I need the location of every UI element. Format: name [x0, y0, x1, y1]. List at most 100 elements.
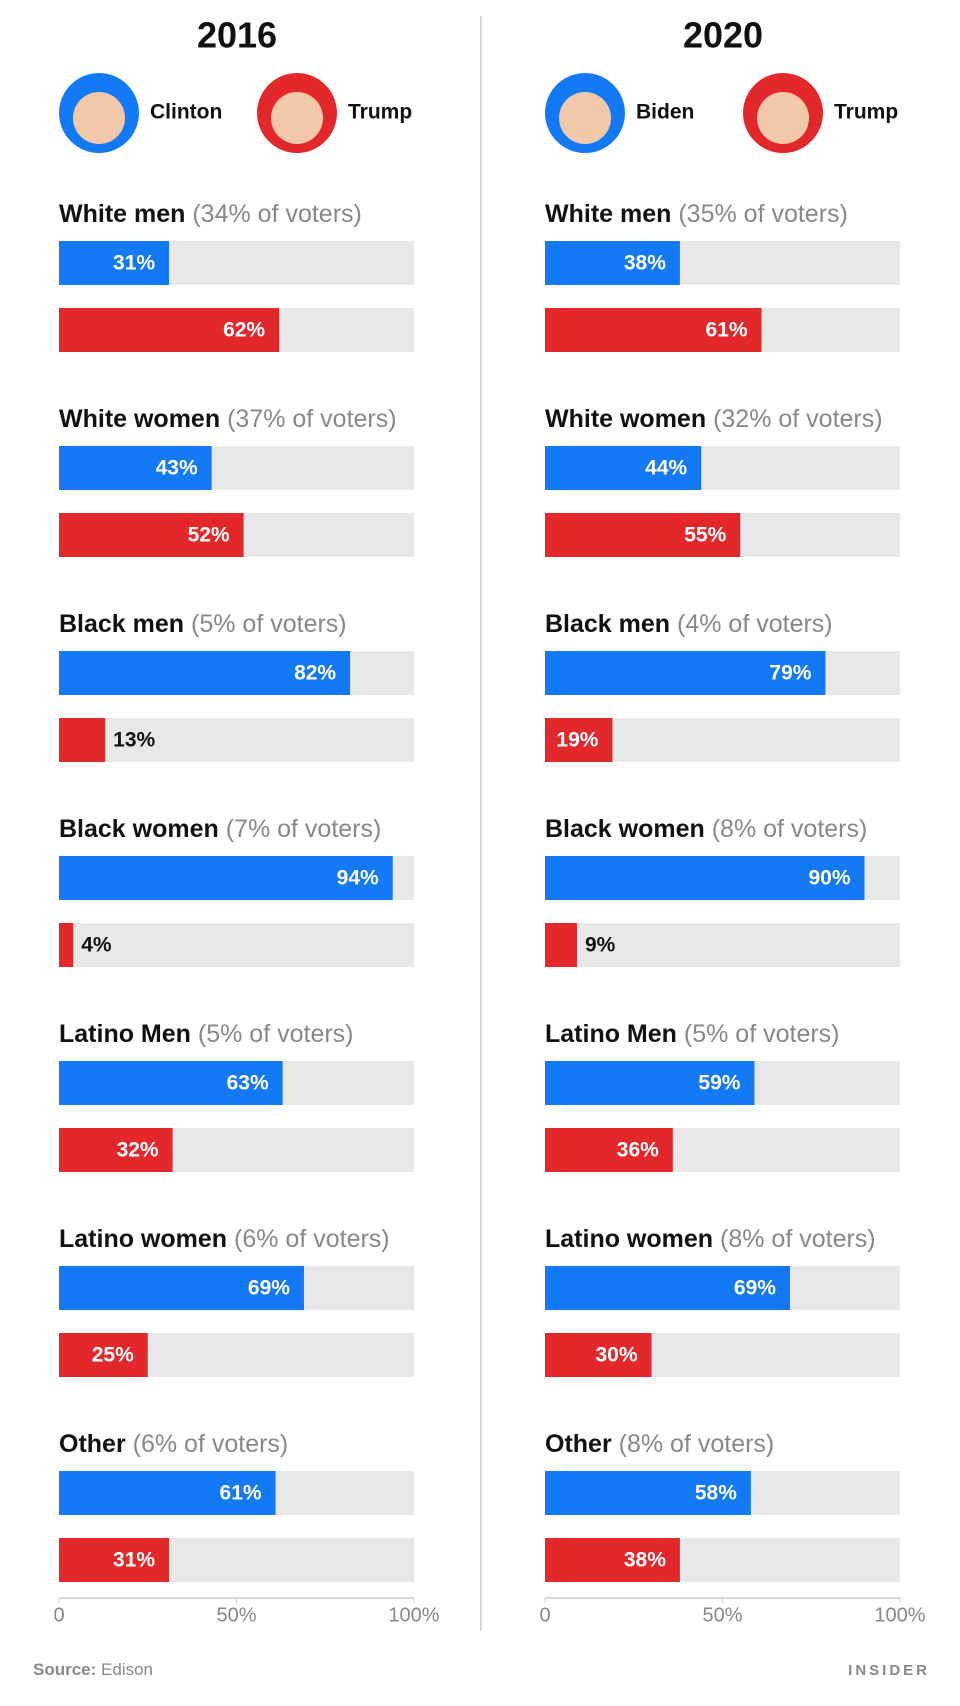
voter-share: (6% of voters)	[234, 1225, 390, 1253]
bar	[59, 651, 351, 695]
bar	[545, 1333, 652, 1377]
x-tick-label: 100%	[388, 1604, 439, 1626]
value-label: 94%	[337, 867, 379, 890]
brand: INSIDER	[848, 1662, 930, 1679]
chart-title: 2016	[197, 15, 277, 56]
bar	[59, 513, 244, 557]
category-name: Black women	[545, 815, 705, 843]
value-label: 69%	[734, 1277, 776, 1300]
voter-share: (8% of voters)	[712, 815, 868, 843]
group-label: Other (6% of voters)	[59, 1430, 288, 1458]
value-label: 32%	[117, 1139, 159, 1162]
category-name: Other	[545, 1430, 612, 1458]
value-label: 61%	[706, 319, 748, 342]
bar	[59, 1061, 283, 1105]
group-label: White women (37% of voters)	[59, 405, 397, 433]
bar	[545, 718, 613, 762]
value-label: 30%	[595, 1344, 637, 1367]
voter-share: (5% of voters)	[684, 1020, 840, 1048]
voter-share: (37% of voters)	[227, 405, 397, 433]
x-tick-label: 0	[539, 1604, 550, 1626]
category-name: Latino women	[545, 1225, 713, 1253]
legend-label: Clinton	[150, 101, 222, 124]
chart-title: 2020	[683, 15, 763, 56]
category-name: Black men	[59, 610, 184, 638]
value-label: 79%	[769, 662, 811, 685]
group-label: Latino Men (5% of voters)	[545, 1020, 840, 1048]
bar	[59, 1128, 173, 1172]
voter-share: (5% of voters)	[198, 1020, 354, 1048]
voter-share: (7% of voters)	[226, 815, 382, 843]
bar	[545, 446, 702, 490]
value-label: 4%	[81, 934, 112, 957]
candidate-face	[73, 92, 125, 144]
value-label: 38%	[624, 1549, 666, 1572]
category-name: Latino Men	[545, 1020, 677, 1048]
category-name: White women	[545, 405, 706, 433]
bar	[59, 856, 393, 900]
category-name: Latino women	[59, 1225, 227, 1253]
bar	[545, 308, 762, 352]
bar	[545, 1471, 751, 1515]
group-label: White men (35% of voters)	[545, 200, 848, 228]
value-label: 52%	[188, 524, 230, 547]
group-label: Black women (7% of voters)	[59, 815, 381, 843]
group-label: Latino Men (5% of voters)	[59, 1020, 354, 1048]
x-tick-label: 100%	[874, 1604, 925, 1626]
bar	[545, 856, 865, 900]
candidate-face	[559, 92, 611, 144]
group-label: Latino women (6% of voters)	[59, 1225, 390, 1253]
value-label: 62%	[223, 319, 265, 342]
candidate-face	[757, 92, 809, 144]
bar	[59, 1538, 170, 1582]
value-label: 13%	[113, 729, 155, 752]
bar	[59, 1333, 148, 1377]
candidate-face	[271, 92, 323, 144]
value-label: 59%	[698, 1072, 740, 1095]
voter-share: (34% of voters)	[192, 200, 362, 228]
x-tick-label: 50%	[216, 1604, 256, 1626]
bar	[59, 718, 106, 762]
category-name: White men	[545, 200, 671, 228]
bar	[545, 1538, 680, 1582]
category-name: Other	[59, 1430, 126, 1458]
category-name: White women	[59, 405, 220, 433]
value-label: 63%	[227, 1072, 269, 1095]
bar	[545, 1266, 790, 1310]
bar-track	[59, 923, 414, 967]
legend-label: Biden	[636, 101, 694, 124]
value-label: 58%	[695, 1482, 737, 1505]
bar	[545, 241, 680, 285]
value-label: 9%	[585, 934, 616, 957]
group-label: White men (34% of voters)	[59, 200, 362, 228]
x-tick-label: 0	[53, 1604, 64, 1626]
group-label: Black men (4% of voters)	[545, 610, 833, 638]
bar	[545, 513, 741, 557]
legend-label: Trump	[348, 101, 412, 124]
voter-share: (8% of voters)	[619, 1430, 775, 1458]
group-label: Black men (5% of voters)	[59, 610, 347, 638]
voter-share: (35% of voters)	[678, 200, 848, 228]
bar	[545, 923, 577, 967]
value-label: 31%	[113, 252, 155, 275]
value-label: 61%	[220, 1482, 262, 1505]
bar	[59, 446, 212, 490]
group-label: Other (8% of voters)	[545, 1430, 774, 1458]
bar-track	[59, 718, 414, 762]
source: Source: Edison	[33, 1660, 153, 1679]
bar	[59, 241, 170, 285]
bar-track	[545, 923, 900, 967]
voter-share: (5% of voters)	[191, 610, 347, 638]
voter-share: (4% of voters)	[677, 610, 833, 638]
bar	[59, 308, 280, 352]
bar	[545, 651, 826, 695]
value-label: 90%	[808, 867, 850, 890]
category-name: White men	[59, 200, 185, 228]
value-label: 31%	[113, 1549, 155, 1572]
value-label: 36%	[617, 1139, 659, 1162]
source-name: Edison	[101, 1660, 153, 1679]
legend-label: Trump	[834, 101, 898, 124]
group-label: Black women (8% of voters)	[545, 815, 867, 843]
group-label: White women (32% of voters)	[545, 405, 883, 433]
